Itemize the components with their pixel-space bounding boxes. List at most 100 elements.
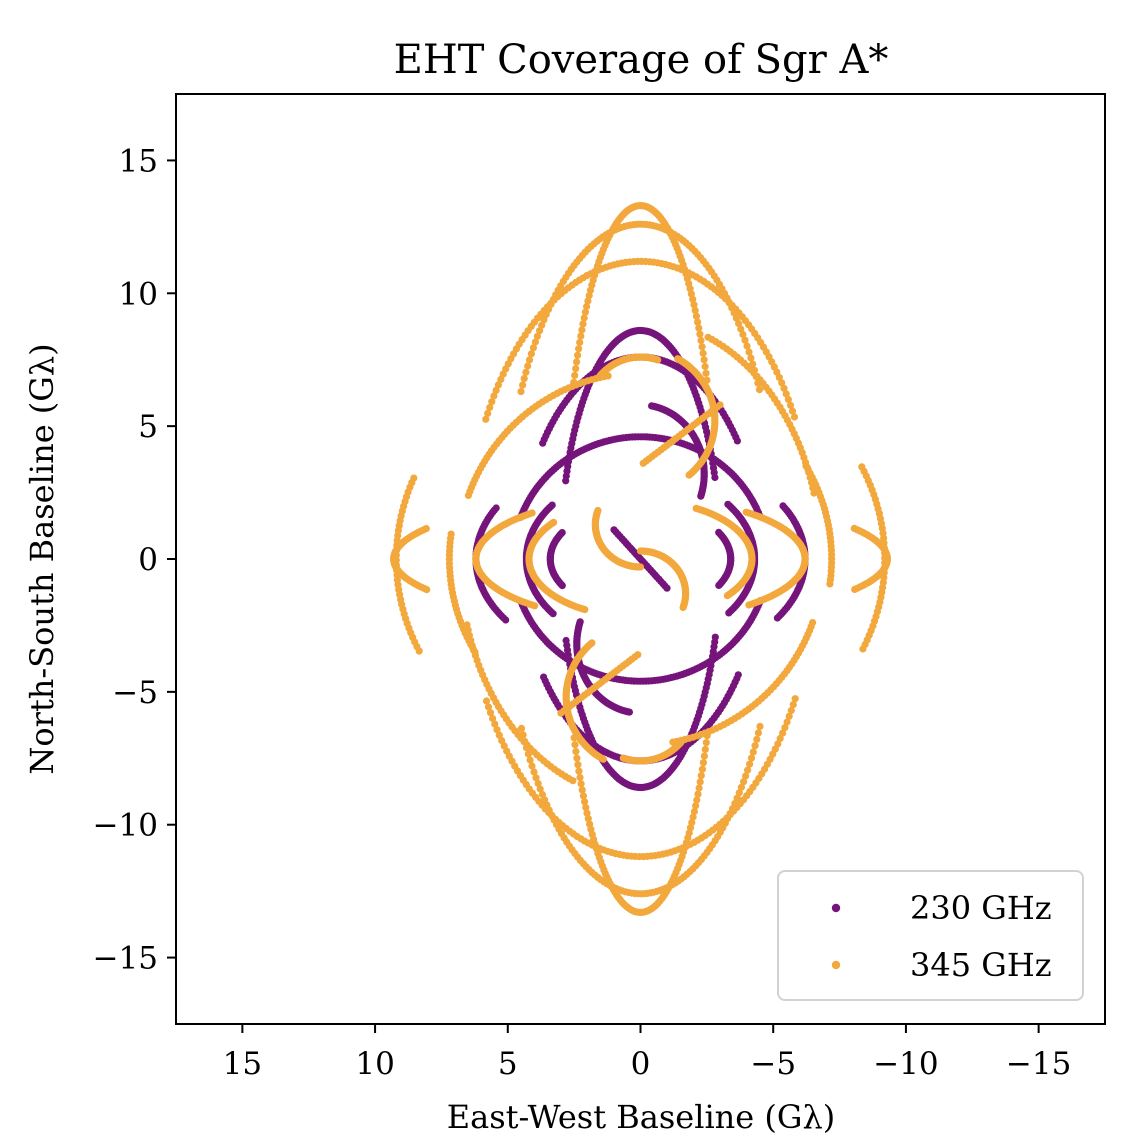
data-point (495, 731, 503, 739)
data-point (699, 759, 708, 767)
data-point (782, 390, 790, 398)
data-point (497, 375, 505, 384)
data-point (696, 778, 704, 786)
data-point (538, 790, 547, 799)
data-point (528, 762, 536, 770)
x-tick-label: 0 (631, 1046, 651, 1082)
data-point (522, 368, 530, 376)
data-point (492, 504, 500, 512)
x-tick-label: −5 (750, 1046, 796, 1082)
data-point (781, 724, 789, 732)
y-tick-label: −10 (93, 808, 158, 844)
plot-area (390, 202, 891, 917)
data-point (490, 392, 498, 400)
data-point (550, 518, 558, 527)
data-point (694, 790, 702, 798)
data-point (725, 609, 733, 617)
data-point (484, 703, 493, 711)
data-point (577, 780, 585, 788)
y-tick-label: 0 (138, 542, 158, 578)
data-point (697, 772, 705, 780)
data-point (702, 369, 710, 377)
data-point (784, 395, 793, 404)
series-0 (472, 326, 809, 792)
y-tick-label: 10 (119, 276, 158, 312)
data-point (779, 729, 787, 737)
data-point (693, 796, 701, 804)
data-point (586, 820, 594, 828)
data-point (754, 729, 763, 737)
data-point (583, 302, 591, 311)
data-point (494, 381, 502, 389)
series-1 (390, 202, 891, 917)
data-point (701, 745, 709, 754)
data-point (562, 636, 570, 645)
data-point (689, 813, 697, 821)
data-point (575, 345, 583, 353)
data-point (574, 351, 582, 359)
data-point (517, 724, 526, 733)
data-point (493, 726, 501, 734)
legend: 230 GHz 345 GHz (777, 870, 1084, 1001)
data-point (746, 760, 754, 768)
data-point (773, 614, 782, 622)
data-point (576, 618, 584, 626)
data-point (700, 752, 709, 760)
data-point (735, 789, 743, 797)
data-point (691, 306, 699, 314)
data-point (747, 354, 755, 362)
data-point (498, 737, 506, 745)
data-point (740, 778, 748, 786)
data-point (679, 603, 687, 612)
data-point (576, 773, 584, 782)
data-point (422, 525, 430, 533)
data-point (492, 386, 500, 394)
data-point (790, 413, 799, 421)
data-point (697, 492, 705, 500)
data-point (751, 742, 759, 750)
chart-title: EHT Coverage of Sgr A* (394, 37, 889, 83)
data-point (540, 673, 548, 681)
data-point (687, 290, 696, 298)
data-point (520, 375, 528, 383)
data-point (634, 651, 642, 659)
data-point (775, 373, 783, 381)
data-point (486, 403, 494, 412)
data-point (519, 381, 527, 389)
data-point (654, 356, 662, 364)
data-point (689, 295, 697, 303)
data-point (488, 398, 496, 406)
data-point (859, 645, 867, 653)
data-point (780, 384, 788, 392)
data-point (787, 706, 795, 715)
data-point (619, 754, 627, 762)
data-point (694, 318, 702, 326)
data-point (573, 358, 581, 366)
data-point (698, 765, 707, 773)
data-point (737, 325, 745, 333)
data-point (538, 321, 546, 329)
x-axis-label: East-West Baseline (Gλ) (447, 1098, 835, 1136)
data-point (580, 314, 588, 322)
data-point (532, 774, 540, 782)
data-point (826, 580, 834, 588)
x-tick-label: 15 (223, 1046, 262, 1082)
data-point (410, 474, 418, 482)
data-point (534, 779, 542, 788)
data-point (789, 701, 797, 709)
data-point (558, 529, 566, 537)
data-point (486, 709, 495, 717)
data-point (711, 473, 719, 482)
data-point (741, 336, 749, 344)
data-point (574, 761, 582, 769)
data-point (482, 415, 490, 423)
data-point (582, 804, 590, 812)
data-point (482, 697, 491, 705)
data-point (531, 338, 540, 346)
data-point (571, 371, 579, 379)
data-point (699, 349, 707, 357)
data-point (783, 718, 791, 726)
data-point (685, 471, 693, 479)
data-point (742, 772, 750, 780)
data-point (578, 786, 586, 794)
